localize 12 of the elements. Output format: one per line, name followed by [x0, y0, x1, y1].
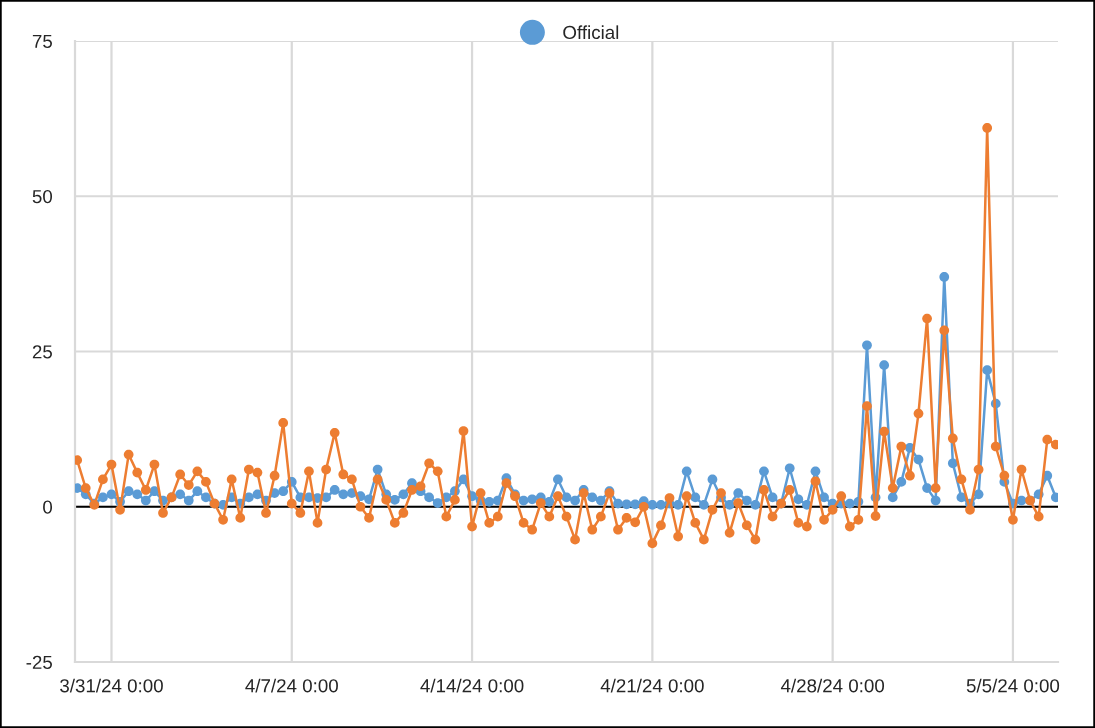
- x-tick-label: 4/21/24 0:00: [600, 678, 704, 693]
- x-tick-label: 5/5/24 0:00: [966, 678, 1060, 693]
- y-tick-label: 25: [32, 345, 52, 359]
- y-tick-label: 50: [32, 189, 53, 204]
- y-tick-label: 75: [32, 34, 52, 48]
- y-tick-label: 0: [43, 500, 53, 514]
- x-tick-label: 3/31/24 0:00: [60, 678, 163, 693]
- legend-label: Official: [563, 25, 619, 40]
- x-tick-label: 4/7/24 0:00: [245, 678, 338, 693]
- x-tick-label: 4/28/24 0:00: [780, 678, 885, 693]
- y-tick-label: -25: [26, 655, 52, 669]
- x-tick-label: 4/14/24 0:00: [420, 678, 524, 693]
